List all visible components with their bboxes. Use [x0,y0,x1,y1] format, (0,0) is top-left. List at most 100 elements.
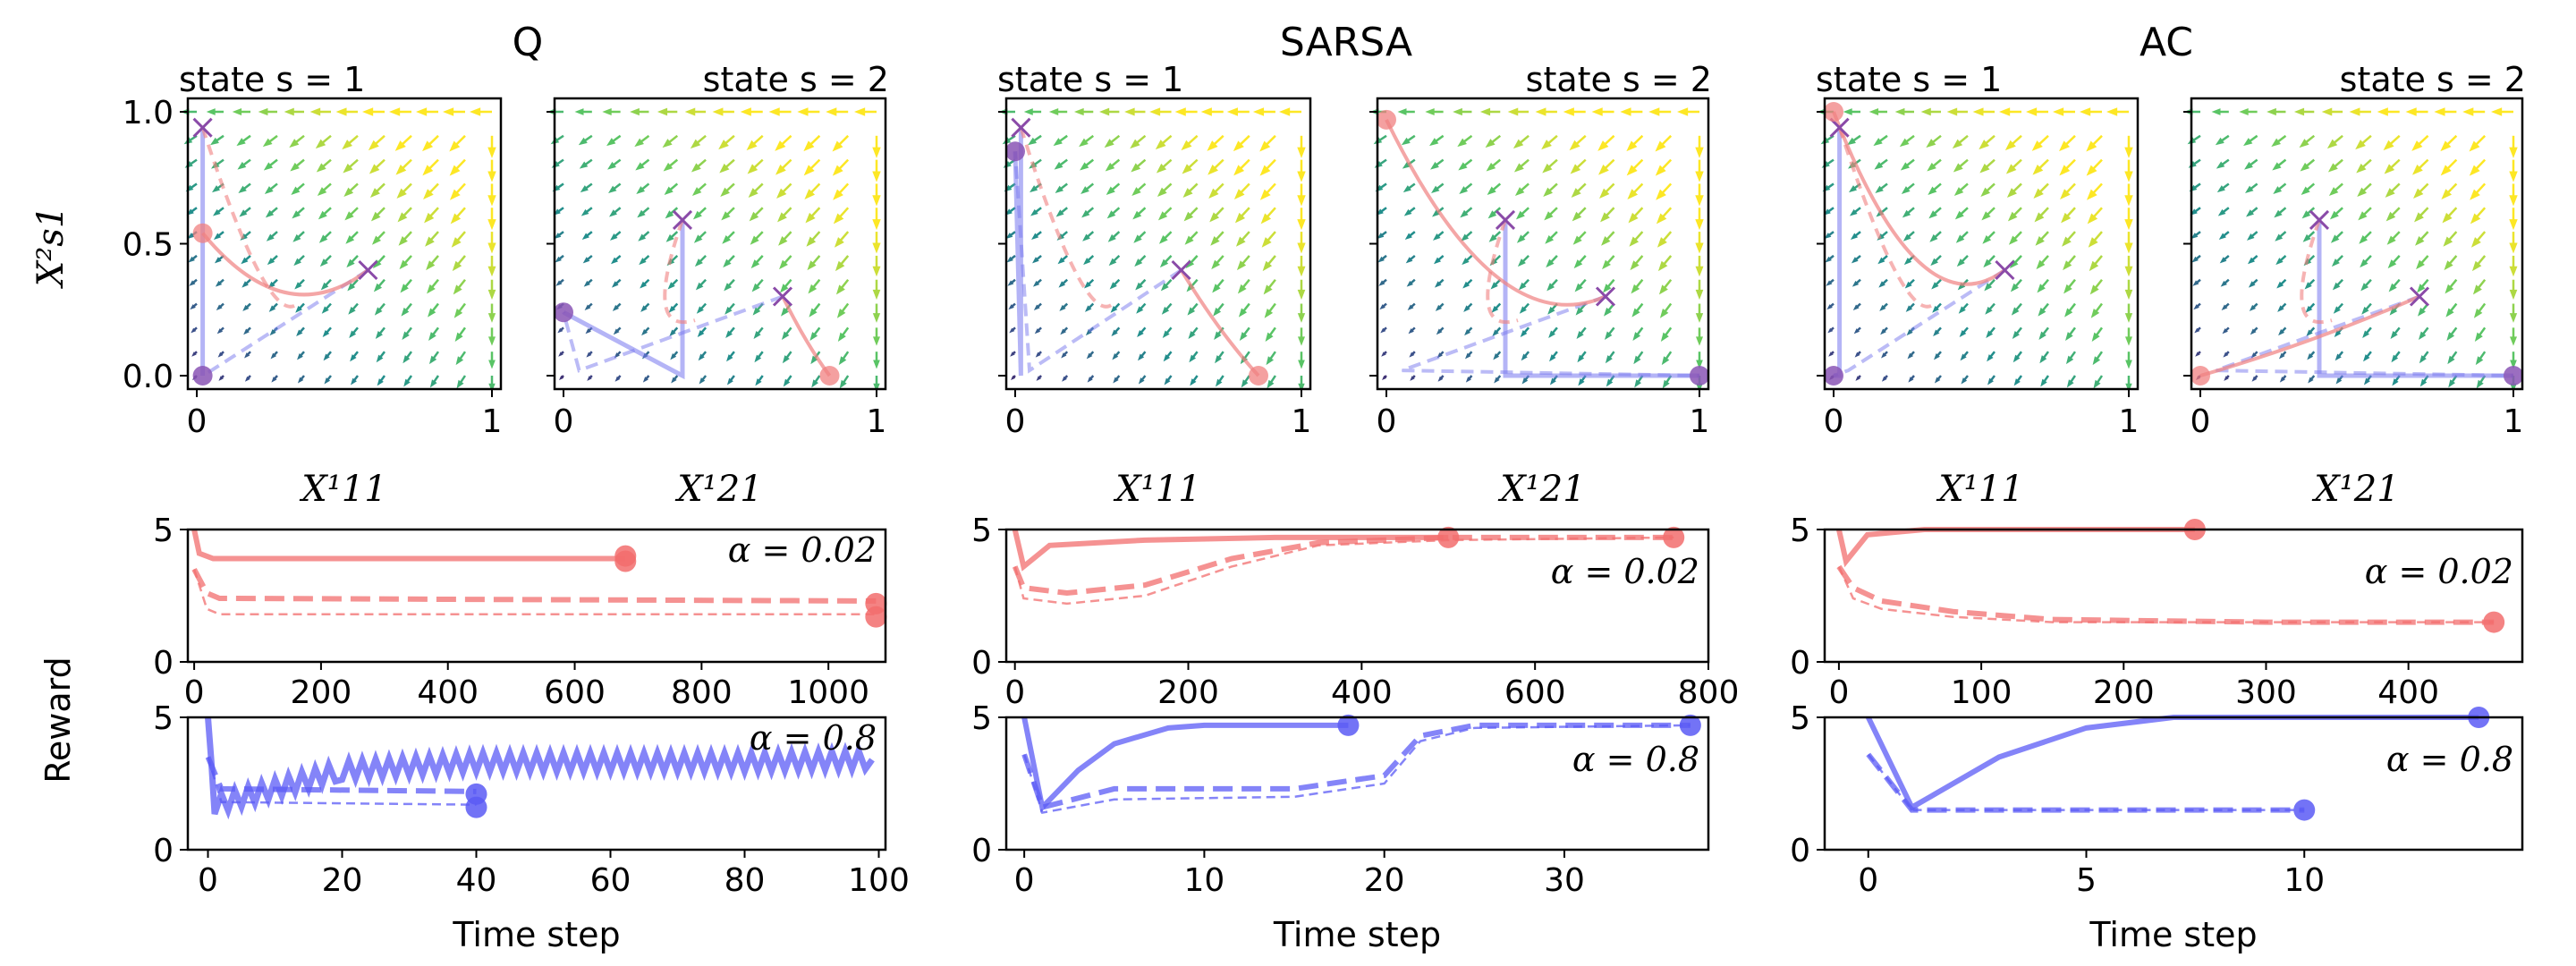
field-arrowhead [640,305,648,312]
field-arrowhead [2361,306,2369,315]
field-arrowhead [1513,139,1524,149]
field-arrowhead [746,140,758,151]
field-arrowhead [453,309,463,318]
field-arrowhead [1432,209,1440,217]
field-arrowhead [1549,354,1556,362]
field-arrowhead [872,171,881,182]
field-arrowhead [1932,305,1939,313]
trajectory-red [1179,268,1260,377]
field-arrowhead [805,212,816,224]
field-arrowhead [2304,282,2312,290]
field-arrowhead [1032,257,1039,264]
field-arrowhead [1382,375,1387,380]
field-arrowhead [826,107,837,116]
field-arrowhead [2387,259,2397,269]
initial-cross [1595,286,1616,307]
field-arrowhead [775,164,786,175]
field-arrowhead [1875,185,1884,194]
field-arrowhead [1874,161,1884,170]
alpha-label: α = 0.8 [750,718,877,758]
field-arrowhead [1429,138,1439,147]
field-arrowhead [2223,352,2229,358]
field-arrowhead [776,188,787,199]
field-arrowhead [2247,233,2255,241]
field-arrowhead [1237,284,1247,294]
trajectory-red [2199,294,2420,377]
field-arrowhead [350,354,357,362]
y-tick-label: 0.5 [123,227,174,264]
field-arrowhead [1163,354,1171,362]
field-arrowhead [2244,161,2253,170]
phase-plot-AC-s1: state s = 1 0 1 X¹11 [1816,60,2139,510]
field-arrowhead [1252,107,1265,116]
field-arrowhead [808,284,818,294]
y-tick-label: 0.0 [123,359,174,395]
field-arrowhead [1491,305,1499,313]
field-arrowhead [610,257,619,265]
field-arrowhead [1105,162,1115,172]
field-arrowhead [1464,352,1471,360]
field-arrowhead [804,189,816,200]
field-arrowhead [2331,258,2340,267]
field-arrowhead [1573,259,1583,269]
field-arrowhead [1297,219,1306,231]
field-arrowhead [768,107,780,116]
field-arrowhead [323,353,330,361]
field-arrowhead [1030,208,1038,216]
field-arrowhead [1486,162,1496,172]
field-arrowhead [1632,332,1641,341]
field-arrowhead [2386,235,2396,245]
field-arrowhead [2326,139,2338,149]
field-arrowhead [1057,257,1065,265]
field-arrowhead [1297,242,1306,254]
field-arrowhead [1544,211,1554,221]
field-arrowhead [487,219,496,231]
field-arrowhead [422,165,434,176]
field-arrowhead [1297,313,1306,323]
field-arrowhead [1983,258,1992,268]
field-arrowhead [1082,233,1090,242]
field-arrowhead [455,356,464,366]
field-arrowhead [241,257,249,265]
field-arrowhead [1946,107,1958,116]
trajectory-red [781,295,832,377]
field-arrowhead [657,107,668,116]
field-arrowhead [2224,376,2229,381]
field-arrowhead [1901,186,1911,194]
field-arrowhead [585,328,591,335]
field-arrowhead [1626,140,1638,152]
field-arrowhead [753,331,761,339]
field-arrowhead [640,281,648,289]
field-arrowhead [587,376,592,381]
field-arrowhead [1406,280,1413,287]
field-arrowhead [1058,281,1066,288]
initial-cross [2409,286,2430,307]
y-tick-label: 5 [1790,700,1810,737]
field-arrowhead [2440,165,2452,176]
field-arrowhead [721,211,731,221]
field-arrowhead [750,235,759,245]
final-marker [614,545,637,567]
trajectory-red-dashed [1486,219,1519,325]
field-arrowhead [1601,236,1611,246]
field-arrowhead [2362,330,2370,338]
field-arrowhead [1111,329,1118,337]
field-arrowhead [2218,233,2226,240]
x-tick-label: 0 [184,674,205,711]
field-arrowhead [639,258,647,266]
field-arrowhead [642,377,648,383]
field-arrowhead [837,332,846,342]
field-arrowhead [2124,219,2133,231]
field-arrowhead [1459,186,1469,194]
field-arrowhead [2390,331,2398,339]
field-arrowhead [1158,234,1168,244]
time-step-label: Time step [452,915,620,954]
x-axis-label: X¹21 [674,469,762,510]
field-arrowhead [2009,259,2019,269]
field-arrowhead [2359,234,2368,244]
field-arrowhead [1541,140,1552,150]
field-arrowhead [752,307,761,316]
field-arrowhead [872,289,881,301]
field-arrowhead [610,233,618,241]
